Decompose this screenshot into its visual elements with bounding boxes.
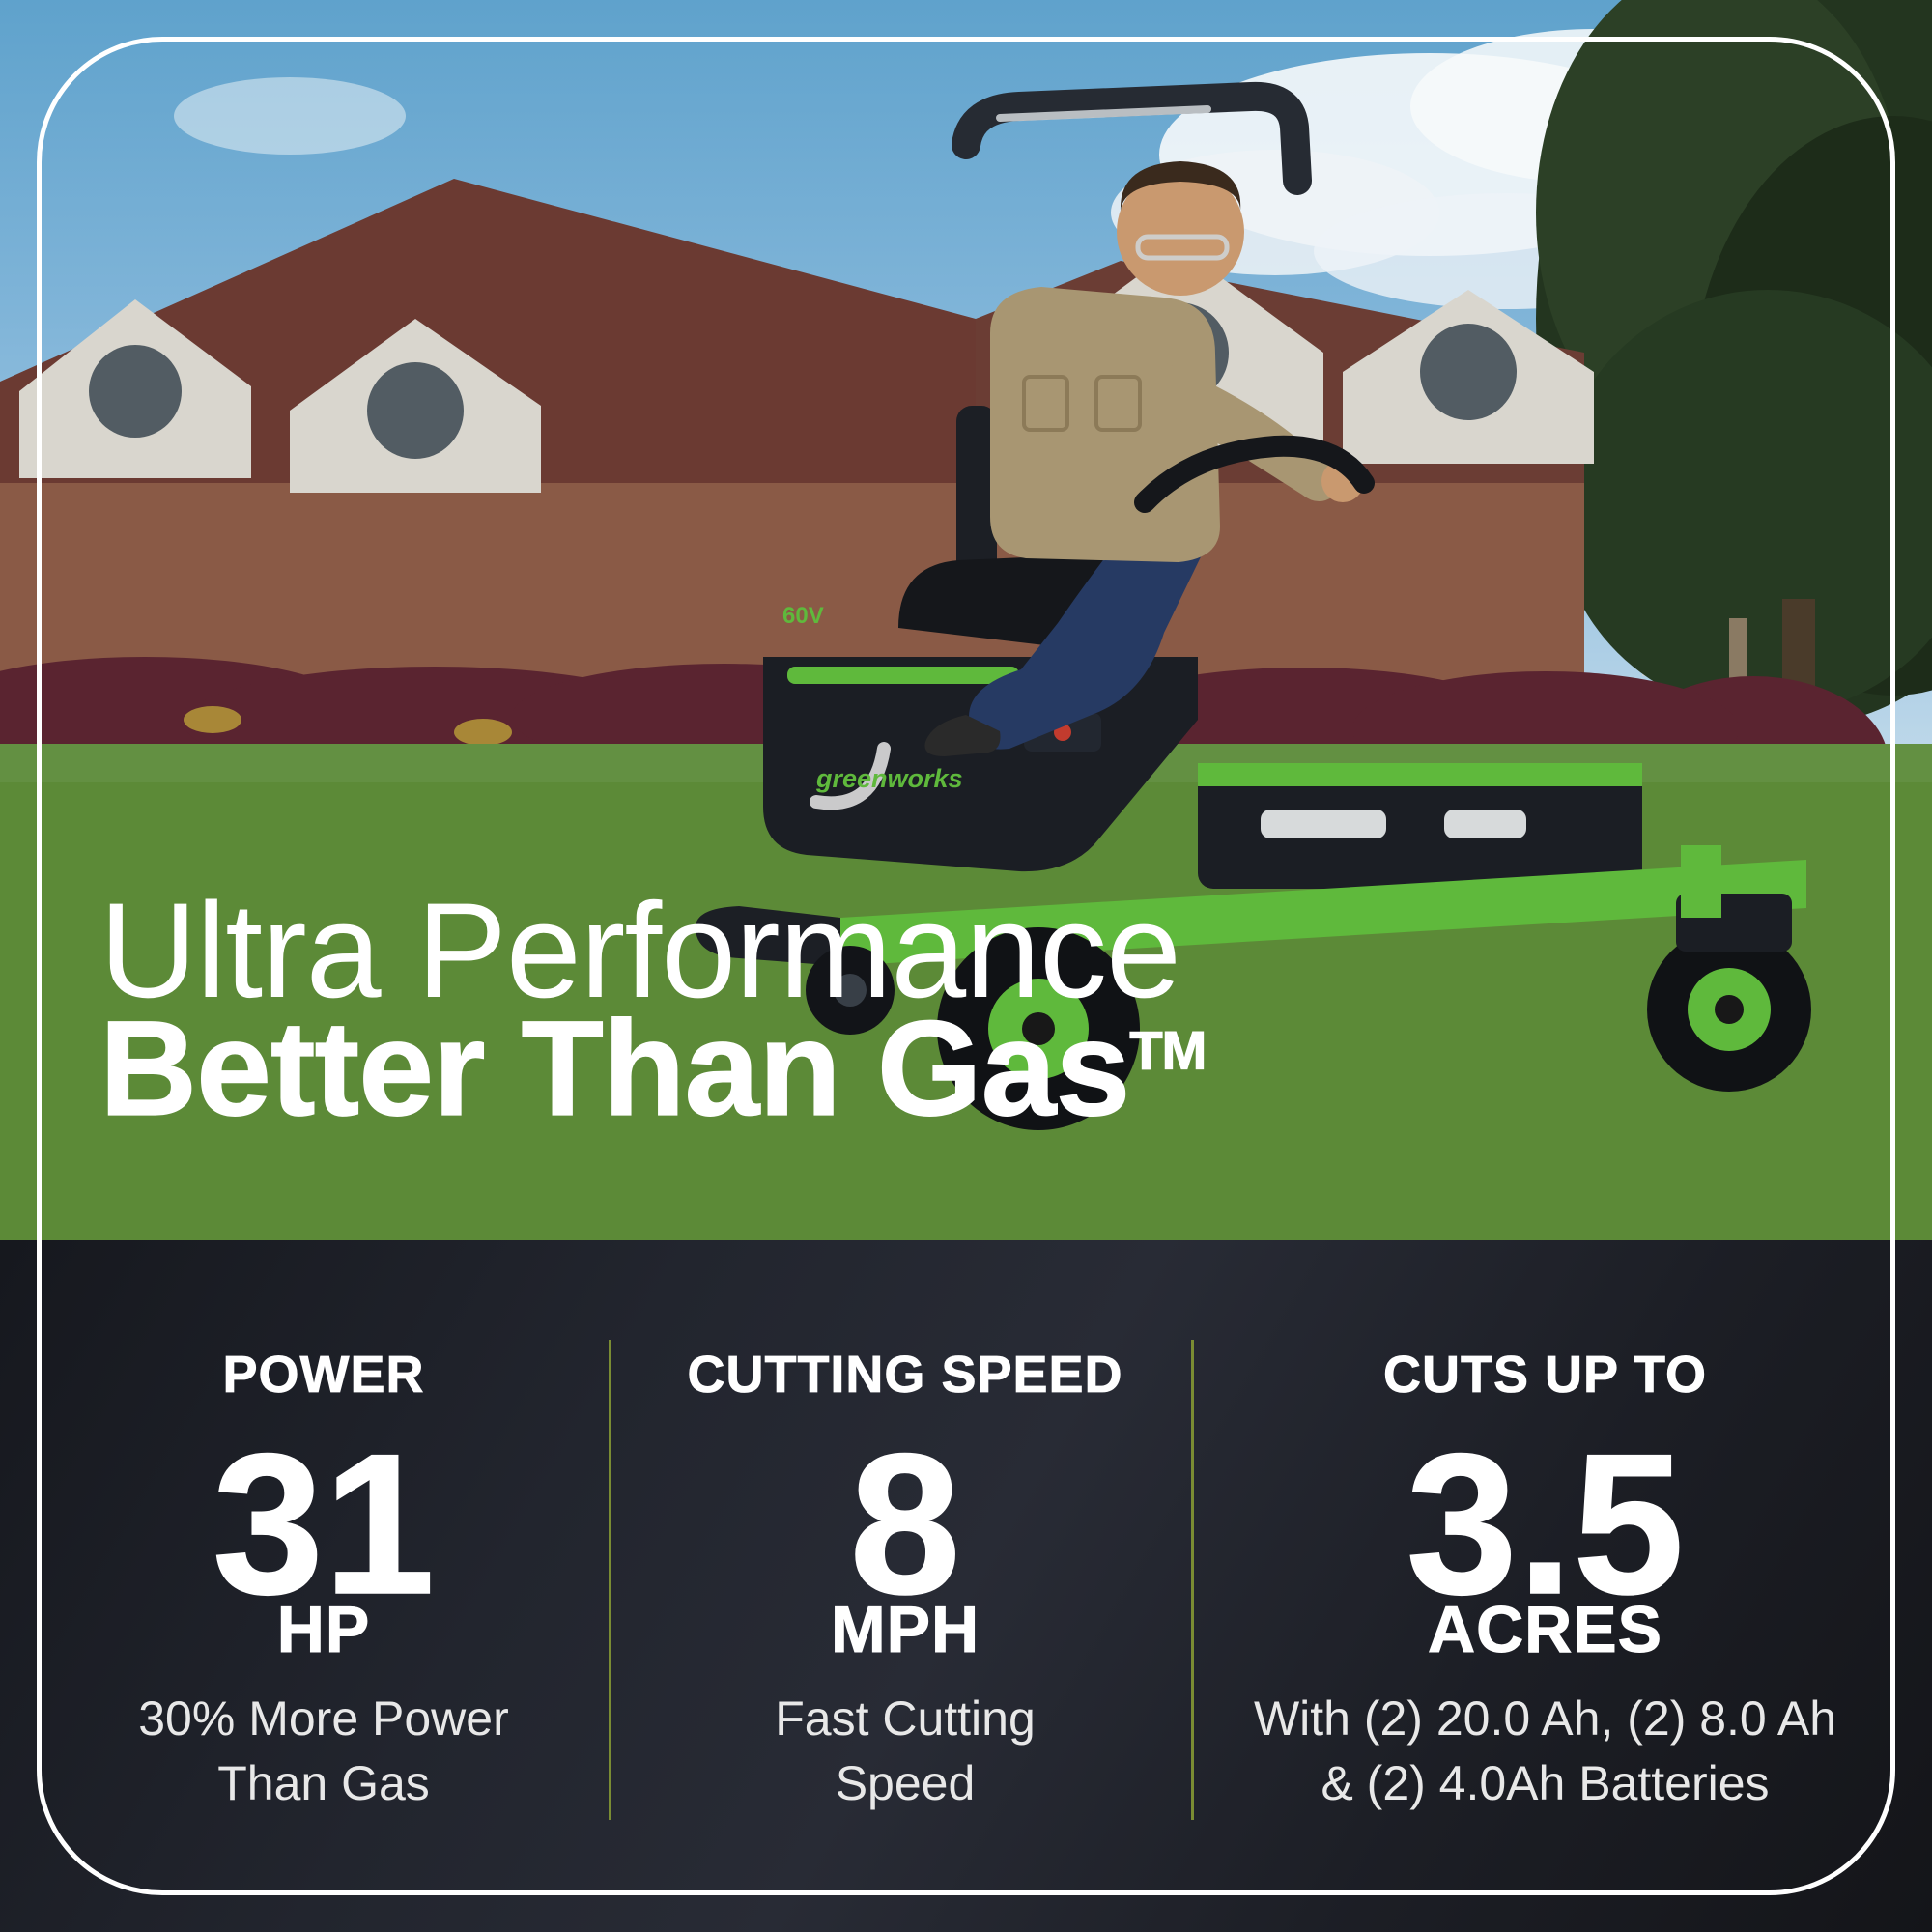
svg-text:60V: 60V <box>782 603 824 629</box>
svg-text:greenworks: greenworks <box>815 764 963 793</box>
